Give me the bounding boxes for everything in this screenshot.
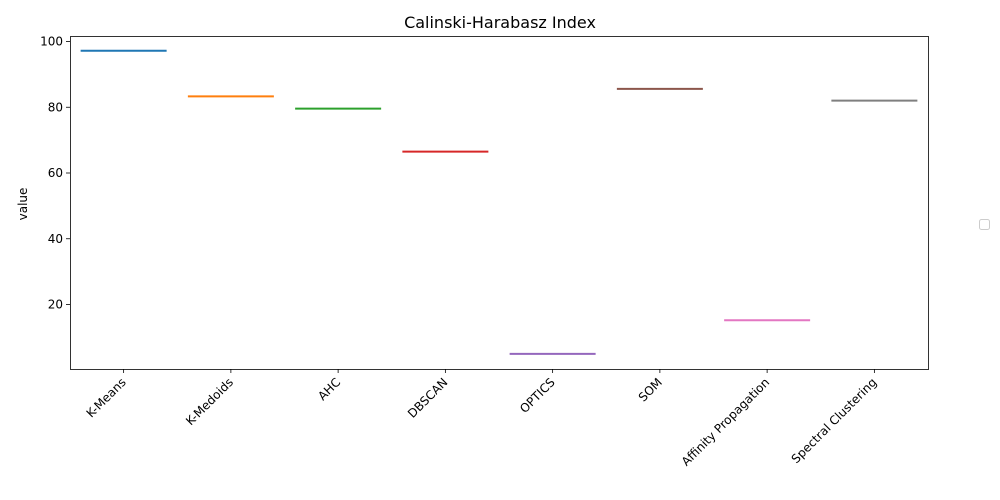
y-axis-ticks: 20 40 60 80 100 <box>40 35 70 312</box>
legend-box <box>979 219 990 230</box>
y-tick-label: 20 <box>48 298 63 312</box>
x-tick-label: AHC <box>315 375 343 403</box>
chart-marks <box>80 49 918 355</box>
x-tick-label: DBSCAN <box>405 375 451 421</box>
x-axis-ticks: K-Means K-Medoids AHC DBSCAN OPTICS SOM Affini… <box>84 369 880 469</box>
y-axis-label: value <box>16 188 30 221</box>
chart-title: Calinski-Harabasz Index <box>404 13 596 32</box>
x-tick-label: SOM <box>636 375 665 404</box>
y-tick-label: 80 <box>48 100 63 114</box>
plot-area-frame <box>70 36 929 370</box>
x-tick-label: Spectral Clustering <box>789 375 880 466</box>
x-tick-label: OPTICS <box>517 375 558 416</box>
y-tick-label: 60 <box>48 166 63 180</box>
y-tick-label: 40 <box>48 232 63 246</box>
x-tick-label: Affinity Propagation <box>679 375 773 469</box>
y-tick-label: 100 <box>40 35 63 49</box>
x-tick-label: K-Medoids <box>183 375 236 428</box>
x-tick-label: K-Means <box>84 375 129 420</box>
